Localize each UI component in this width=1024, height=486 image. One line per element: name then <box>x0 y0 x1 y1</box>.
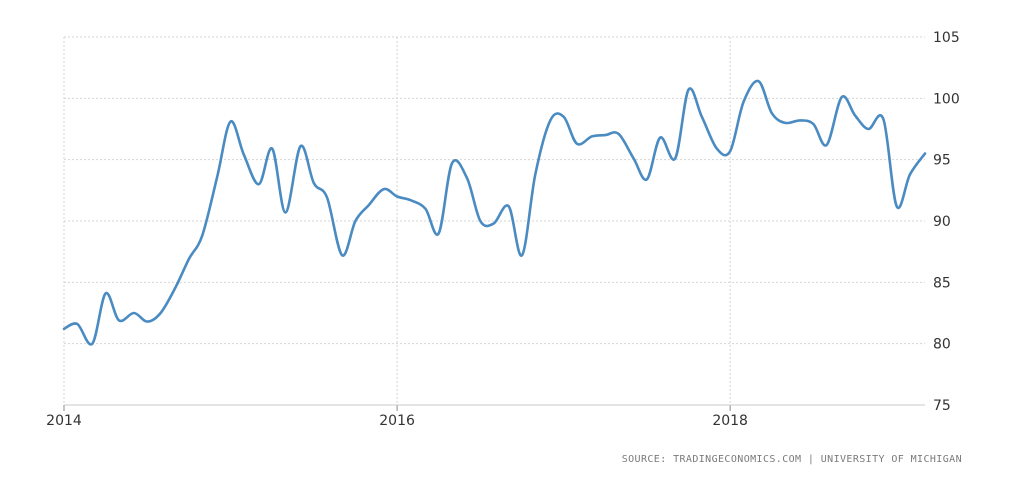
x-tick-label: 2018 <box>712 413 748 429</box>
y-tick-label: 90 <box>933 214 951 230</box>
series-layer <box>62 79 927 346</box>
y-tick-label: 105 <box>933 30 960 46</box>
series-line <box>62 79 927 346</box>
y-tick-label: 75 <box>933 398 951 414</box>
x-axis-ticks: 2014 2016 2018 <box>46 404 925 429</box>
y-tick-label: 95 <box>933 153 951 169</box>
y-tick-label: 100 <box>933 91 960 107</box>
y-axis-ticks: 75 80 85 90 95 100 105 <box>933 30 960 414</box>
x-tick-label: 2016 <box>379 413 415 429</box>
y-tick-label: 80 <box>933 337 951 353</box>
y-tick-label: 85 <box>933 275 951 291</box>
x-tick-label: 2014 <box>46 413 82 429</box>
source-credit: SOURCE: TRADINGECONOMICS.COM | UNIVERSIT… <box>621 454 962 465</box>
